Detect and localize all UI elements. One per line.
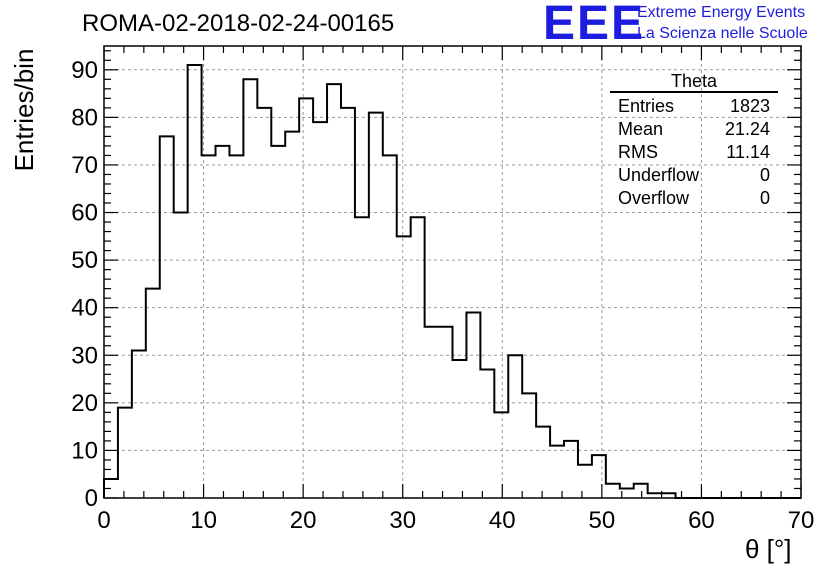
y-tick-label: 10: [71, 437, 98, 464]
y-tick-label: 50: [71, 247, 98, 274]
stats-label: Underflow: [618, 165, 700, 185]
stats-label: RMS: [618, 142, 658, 162]
y-tick-label: 90: [71, 57, 98, 84]
y-tick-label: 0: [85, 485, 98, 512]
stats-value: 21.24: [724, 119, 770, 139]
x-tick-label: 60: [688, 507, 715, 534]
stats-value: 0: [759, 188, 770, 208]
stats-title: Theta: [610, 72, 778, 93]
x-tick-label: 70: [788, 507, 815, 534]
logo-caption-line2: La Scienza nelle Scuole: [637, 25, 808, 42]
x-tick-label: 20: [290, 507, 317, 534]
stats-label: Overflow: [618, 188, 690, 208]
stats-row: Underflow 0: [610, 164, 778, 187]
x-tick-label: 0: [97, 507, 110, 534]
stats-label: Entries: [618, 96, 675, 116]
stats-label: Mean: [618, 119, 664, 139]
y-tick-label: 70: [71, 152, 98, 179]
y-tick-label: 40: [71, 295, 98, 322]
eee-logo: EEE: [543, 0, 646, 50]
x-axis-label: θ [°]: [745, 534, 792, 564]
stats-value: 0: [759, 165, 770, 185]
y-tick-label: 30: [71, 342, 98, 369]
x-tick-label: 30: [389, 507, 416, 534]
grid-lines: [104, 46, 801, 498]
stats-row: Overflow 0: [610, 187, 778, 210]
x-tick-label: 40: [489, 507, 516, 534]
logo-caption-line1: Extreme Energy Events: [637, 4, 806, 21]
y-tick-label: 20: [71, 390, 98, 417]
stats-row: Entries 1823: [610, 95, 778, 118]
stats-row: Mean 21.24: [610, 118, 778, 141]
x-tick-labels: 0 10 20 30 40 50 60 70: [97, 507, 814, 534]
plot-frame: [103, 45, 802, 499]
chart-title: ROMA-02-2018-02-24-00165: [82, 10, 395, 37]
y-tick-label: 60: [71, 200, 98, 227]
stats-box: Theta Entries 1823 Mean 21.24 RMS 11.14 …: [610, 72, 778, 210]
y-tick-label: 80: [71, 104, 98, 131]
axis-ticks: [103, 46, 802, 499]
y-tick-labels: 0 10 20 30 40 50 60 70 80 90: [71, 57, 98, 512]
stats-value: 11.14: [726, 142, 770, 162]
x-tick-label: 10: [190, 507, 217, 534]
x-tick-label: 50: [589, 507, 616, 534]
y-axis-label: Entries/bin: [9, 48, 39, 172]
stats-row: RMS 11.14: [610, 141, 778, 164]
stats-value: 1823: [729, 96, 770, 116]
histogram-outline: [103, 64, 801, 499]
